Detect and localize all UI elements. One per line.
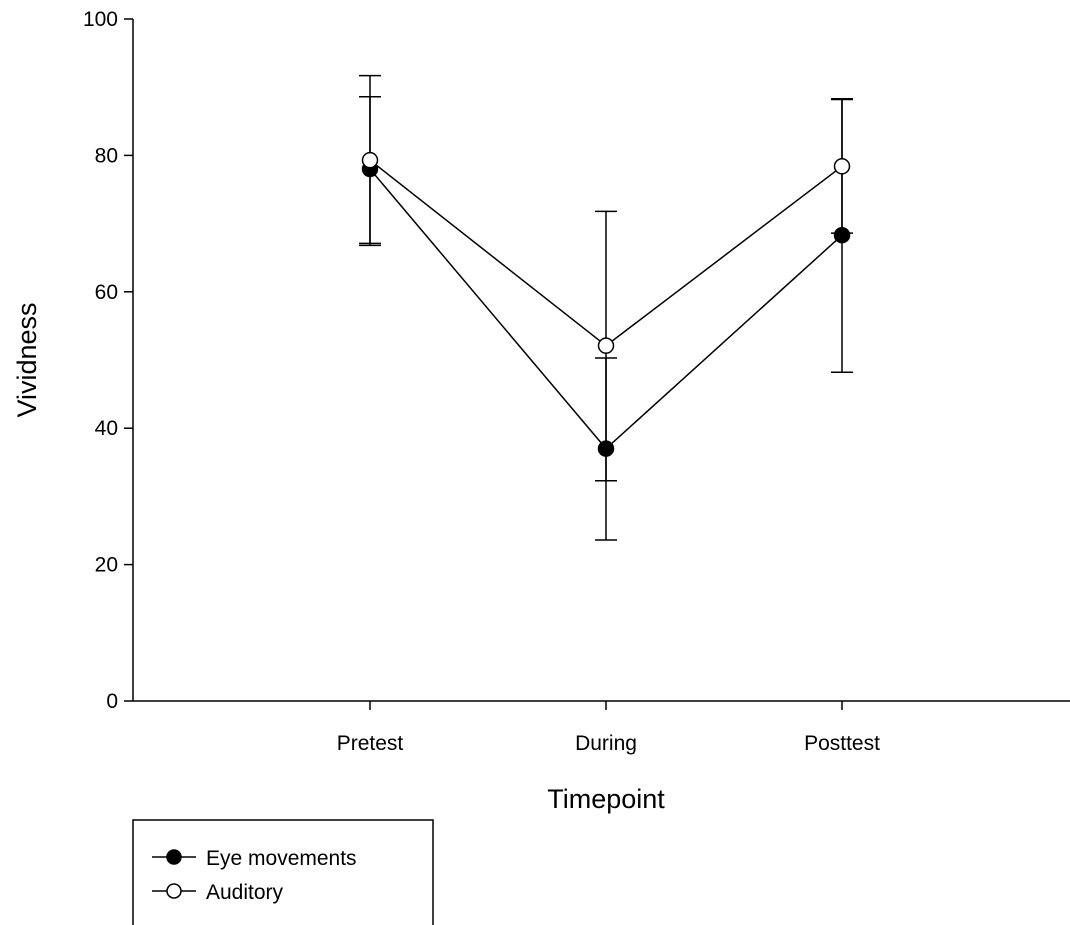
y-axis-title: Vividness — [12, 302, 42, 417]
data-points — [361, 151, 851, 457]
y-tick-label-60: 60 — [95, 281, 118, 304]
axes — [132, 19, 1070, 702]
legend: Eye movements Auditory — [132, 819, 434, 925]
y-tick-label-20: 20 — [95, 554, 118, 577]
point-eye-movements-during — [597, 440, 615, 457]
legend-label-auditory: Auditory — [206, 881, 284, 904]
point-eye-movements-posttest — [833, 226, 851, 244]
x-axis-title: Timepoint — [547, 784, 665, 814]
point-auditory-posttest — [833, 158, 851, 175]
legend-marker-eye-movements — [166, 849, 182, 865]
legend-box — [132, 819, 434, 925]
y-tick-label-80: 80 — [95, 144, 118, 167]
x-tick-label-during: During — [575, 732, 637, 755]
x-tick-label-posttest: Posttest — [804, 732, 880, 755]
legend-marker-auditory — [166, 883, 182, 899]
point-auditory-pretest — [361, 151, 379, 169]
x-tick-label-pretest: Pretest — [337, 732, 404, 755]
y-tick-label-40: 40 — [95, 417, 118, 440]
y-tick-label-0: 0 — [106, 690, 118, 713]
x-ticks: Pretest During Posttest — [337, 701, 880, 755]
y-tick-label-100: 100 — [83, 8, 118, 31]
legend-label-eye-movements: Eye movements — [206, 847, 357, 870]
error-bars — [359, 74, 853, 541]
point-auditory-during — [597, 337, 615, 354]
y-ticks: 0 20 40 60 80 100 — [83, 8, 133, 713]
